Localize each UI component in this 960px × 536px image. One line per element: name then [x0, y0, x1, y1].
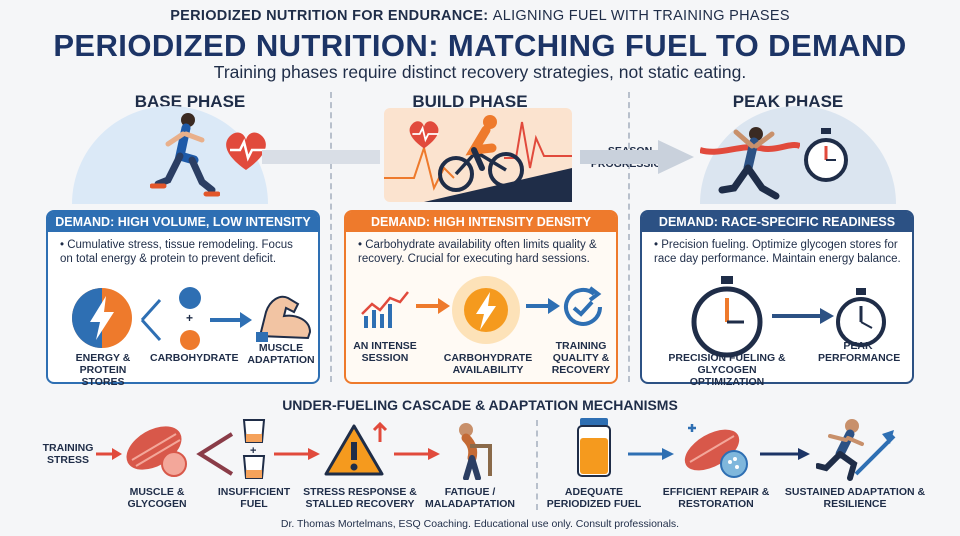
- cascade-step-fatigue: FATIGUE / MALADAPTATION: [424, 486, 515, 510]
- cascade-title: UNDER-FUELING CASCADE & ADAPTATION MECHA…: [282, 397, 678, 413]
- base-label-carbohydrate: CARBOHYDRATE: [150, 352, 239, 364]
- cascade-step-muscle-glycogen: MUSCLE & GLYCOGEN: [127, 486, 187, 510]
- energy-bolt-icon: [72, 288, 132, 348]
- base-phase-card: DEMAND: HIGH VOLUME, LOW INTENSITY • Cum…: [46, 210, 320, 388]
- cascade-step-adequate-fuel: ADEQUATE PERIODIZED FUEL: [546, 486, 642, 510]
- finish-line-runner-icon: [700, 127, 800, 200]
- warning-icon: [324, 422, 388, 476]
- sun-bolt-icon: [452, 276, 520, 344]
- base-label-muscle: MUSCLE ADAPTATION: [247, 342, 315, 366]
- cascade-step-efficient-repair: EFFICIENT REPAIR & RESTORATION: [662, 486, 770, 510]
- peak-description: • Precision fueling. Optimize glycogen s…: [654, 239, 901, 265]
- base-flow-arrows: +: [140, 287, 252, 350]
- heart-rate-icon: [409, 121, 439, 149]
- cascade-step-training-stress: TRAINING STRESS: [42, 442, 94, 466]
- sprinter-icon: [816, 419, 896, 481]
- large-stopwatch-icon: [691, 276, 763, 358]
- season-progression-arrow: [262, 140, 694, 174]
- peak-phase-title: PEAK PHASE: [732, 92, 844, 111]
- base-label-energy: ENERGY & PROTEIN STORES: [75, 352, 131, 388]
- supertitle: PERIODIZED NUTRITION FOR ENDURANCE: ALIG…: [0, 8, 960, 24]
- peak-demand-header: DEMAND: RACE-SPECIFIC READINESS: [642, 212, 912, 232]
- supertitle-light: ALIGNING FUEL WITH TRAINING PHASES: [492, 8, 790, 24]
- line-chart-icon: [361, 291, 409, 328]
- cascade-arrow: [96, 448, 122, 460]
- small-stopwatch-icon: [836, 288, 886, 347]
- build-label-quality: TRAINING QUALITY & RECOVERY: [551, 340, 611, 376]
- fatigued-person-icon: [459, 423, 492, 480]
- repair-muscle-icon: [684, 424, 748, 478]
- cascade-divider: [536, 420, 538, 510]
- peak-label-precision: PRECISION FUELING & GLYCOGEN OPTIMIZATIO…: [668, 352, 786, 388]
- cascade-step-insufficient-fuel: INSUFFICIENT FUEL: [217, 486, 291, 510]
- supertitle-bold: PERIODIZED NUTRITION FOR ENDURANCE:: [170, 8, 489, 24]
- build-phase-card: DEMAND: HIGH INTENSITY DENSITY • Carbohy…: [344, 210, 618, 384]
- cascade-arrow: [760, 448, 810, 460]
- fuel-jar-icon: [577, 418, 611, 477]
- svg-text:+: +: [250, 445, 256, 457]
- build-description: • Carbohydrate availability often limits…: [358, 239, 597, 265]
- flow-arrow: [416, 298, 450, 314]
- cascade-step-stress-response: STRESS RESPONSE & STALLED RECOVERY: [303, 486, 417, 510]
- muscle-fiber-icon: [126, 426, 187, 477]
- flow-arrow: [526, 298, 560, 314]
- build-label-carbohydrate: CARBOHYDRATE AVAILABILITY: [443, 352, 533, 376]
- peak-label-performance: PEAK PERFORMANCE: [818, 340, 901, 364]
- build-demand-header: DEMAND: HIGH INTENSITY DENSITY: [346, 212, 616, 232]
- build-phase-title: BUILD PHASE: [412, 92, 528, 111]
- cup-icon: +: [242, 419, 266, 479]
- footer-credit: Dr. Thomas Mortelmans, ESQ Coaching. Edu…: [280, 518, 680, 530]
- svg-text:+: +: [186, 311, 193, 325]
- runner-icon: [150, 113, 220, 197]
- phase-divider: [628, 92, 630, 382]
- page-title: PERIODIZED NUTRITION: MATCHING FUEL TO D…: [53, 28, 907, 63]
- split-arrow: [196, 432, 234, 476]
- refresh-check-icon: [564, 286, 602, 326]
- base-description: • Cumulative stress, tissue remodeling. …: [60, 239, 293, 265]
- flow-arrow: [772, 308, 834, 324]
- cascade-step-sustained-adaptation: SUSTAINED ADAPTATION & RESILIENCE: [784, 486, 926, 510]
- heart-rate-icon: [226, 132, 266, 170]
- base-demand-header: DEMAND: HIGH VOLUME, LOW INTENSITY: [48, 212, 318, 232]
- cascade-arrow: [274, 448, 320, 460]
- muscle-arm-icon: [256, 295, 312, 342]
- cyclist-icon: [438, 115, 524, 192]
- page-subtitle: Training phases require distinct recover…: [213, 62, 747, 82]
- cascade-arrow: [394, 448, 440, 460]
- phase-divider: [330, 92, 332, 382]
- cascade-arrow: [628, 448, 674, 460]
- stopwatch-icon: [804, 128, 848, 182]
- peak-phase-card: DEMAND: RACE-SPECIFIC READINESS • Precis…: [640, 210, 914, 388]
- build-label-session: AN INTENSE SESSION: [353, 340, 417, 364]
